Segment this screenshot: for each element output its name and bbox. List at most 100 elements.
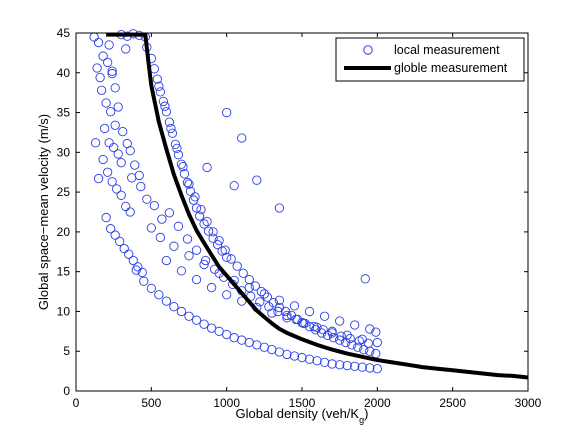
scatter-point [222,252,232,262]
scatter-point [372,364,382,374]
scatter-point [154,81,164,91]
scatter-point [200,255,211,266]
scatter-point [110,230,120,240]
scatter-point [360,274,370,284]
scatter-point [116,158,126,168]
y-tick-label: 25 [57,185,71,199]
scatter-point [155,232,166,243]
y-tick-label: 30 [57,145,71,159]
scatter-point [304,354,315,364]
scatter-point [222,290,232,300]
scatter-point [136,181,146,192]
scatter-point [222,107,232,118]
scatter-point [312,356,322,366]
scatter-point [146,283,156,294]
scatter-point [353,342,363,352]
scatter-point [282,310,292,321]
scatter-point [229,181,239,191]
scatter-point [107,68,117,79]
scatter-point [106,107,116,117]
scatter-point [185,186,196,196]
scatter-point [350,361,360,371]
y-tick-label: 20 [57,225,71,239]
legend-marker-local [363,45,373,55]
scatter-point [99,123,110,134]
scatter-point [92,63,102,73]
scatter-point [115,236,125,247]
scatter-point [238,268,248,278]
scatter-point [113,102,123,112]
scatter-point [102,57,113,68]
legend-label-globle: globle measurement [394,61,508,75]
scatter-point [191,274,202,285]
y-tick-label: 15 [57,265,71,279]
scatter-point [190,192,200,202]
scatter-point [149,200,159,211]
scatter-point [304,306,315,317]
scatter-point [345,333,355,344]
scatter-point [184,251,194,261]
scatter-point [182,177,193,188]
x-tick-label: 0 [73,396,80,410]
x-tick-label: 3000 [515,396,542,410]
plot-area [75,29,529,392]
scatter-point [112,184,122,194]
scatter-point [282,313,292,323]
scatter-point [176,266,187,276]
scatter-point [131,265,141,275]
scatter-point [336,331,346,341]
scatter-point [208,227,218,237]
scatter-point [167,128,178,138]
scatter-point [267,308,277,318]
scatter-point [160,101,170,111]
scatter-point [202,216,212,227]
scatter-point [327,359,337,369]
scatter-point [203,226,214,236]
legend: local measurement globle measurement [335,37,525,82]
scatter-point [101,212,111,223]
scatter-point [237,133,247,143]
scatter-point [137,267,147,278]
x-tick-label: 1000 [213,396,240,410]
scatter-point [291,314,301,325]
scatter-point [208,233,218,243]
scatter-point [158,96,169,107]
scatter-point [196,204,206,215]
scatter-point [109,142,119,153]
scatter-point [232,261,242,271]
scatter-point [335,316,345,326]
scatter-point [119,243,129,254]
scatter-point [130,160,140,170]
scatter-point [169,241,179,251]
scatter-series [89,29,382,374]
scatter-point [347,340,357,350]
y-tick-label: 5 [63,344,70,358]
scatter-point [178,162,188,172]
y-tick-label: 45 [57,26,71,40]
scatter-point [161,255,172,266]
scatter-point [170,139,181,150]
scatter-point [191,315,202,325]
scatter-point [214,235,224,246]
scatter-point [264,302,274,312]
scatter-point [164,117,175,127]
scatter-point [359,344,369,355]
scatter-point [116,190,126,200]
y-tick-label: 40 [57,66,71,80]
scatter-point [357,362,367,372]
x-tick-label: 500 [141,396,161,410]
x-tick-label: 2500 [439,396,466,410]
scatter-point [372,337,382,348]
scatter-point [300,318,310,329]
scatter-point [95,72,105,83]
scatter-point [206,282,217,293]
scatter-point [274,295,285,305]
scatter-point [106,224,116,234]
scatter-point [237,296,247,306]
y-axis: 0 5 10 15 20 25 30 35 40 45 [57,26,528,398]
scatter-point [252,175,262,185]
scatter-point [335,360,345,370]
scatter-point [98,51,108,61]
scatter-point [365,324,375,334]
